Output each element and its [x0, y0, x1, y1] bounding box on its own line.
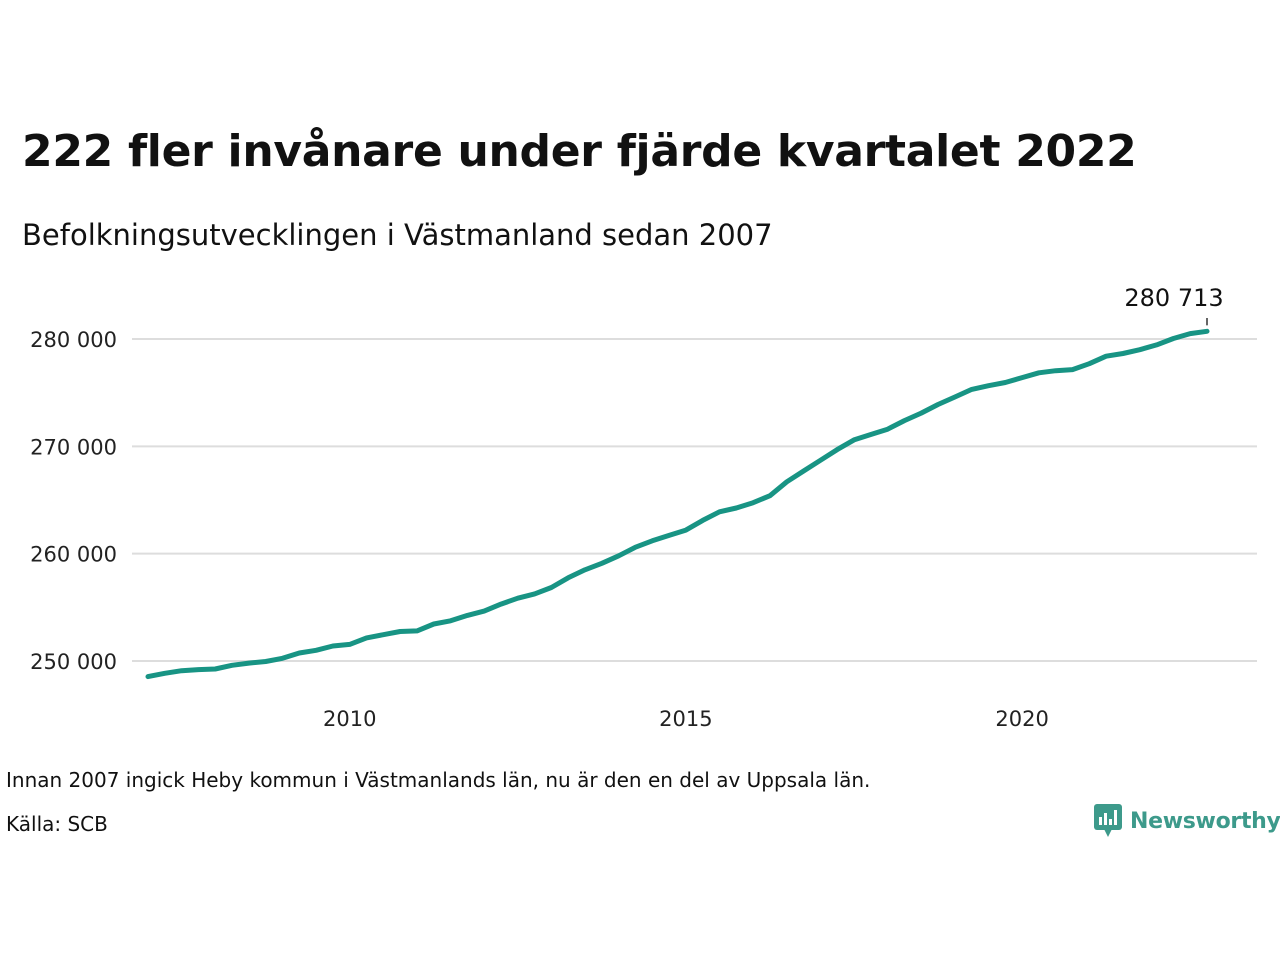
- brand-name: Newsworthy: [1130, 808, 1280, 834]
- y-axis-tick-labels: 250 000 260 000 270 000 280 000: [30, 328, 117, 674]
- end-annotation: 280 713: [1124, 284, 1224, 326]
- x-tick-label: 2020: [995, 707, 1048, 731]
- gridlines: [132, 338, 1257, 662]
- line-chart: 250 000 260 000 270 000 280 000 2010 2015 202…: [30, 284, 1257, 731]
- brand-logo[interactable]: Newsworthy: [1094, 804, 1280, 838]
- x-tick-label: 2010: [323, 707, 376, 731]
- y-tick-label: 280 000: [30, 328, 117, 352]
- footnote: Innan 2007 ingick Heby kommun i Västmanl…: [6, 768, 871, 792]
- y-tick-label: 250 000: [30, 650, 117, 674]
- chart-title: 222 fler invånare under fjärde kvartalet…: [22, 126, 1137, 177]
- newsworthy-logo-icon: [1094, 804, 1122, 837]
- x-tick-label: 2015: [659, 707, 712, 731]
- y-tick-label: 270 000: [30, 435, 117, 459]
- x-axis-tick-labels: 2010 2015 2020: [323, 707, 1049, 731]
- series-layer: [145, 328, 1210, 680]
- source-label: Källa: SCB: [6, 812, 108, 836]
- population-line: [145, 328, 1210, 680]
- y-tick-label: 260 000: [30, 543, 117, 567]
- end-value-label: 280 713: [1124, 284, 1223, 312]
- chart-subtitle: Befolkningsutvecklingen i Västmanland se…: [22, 218, 773, 252]
